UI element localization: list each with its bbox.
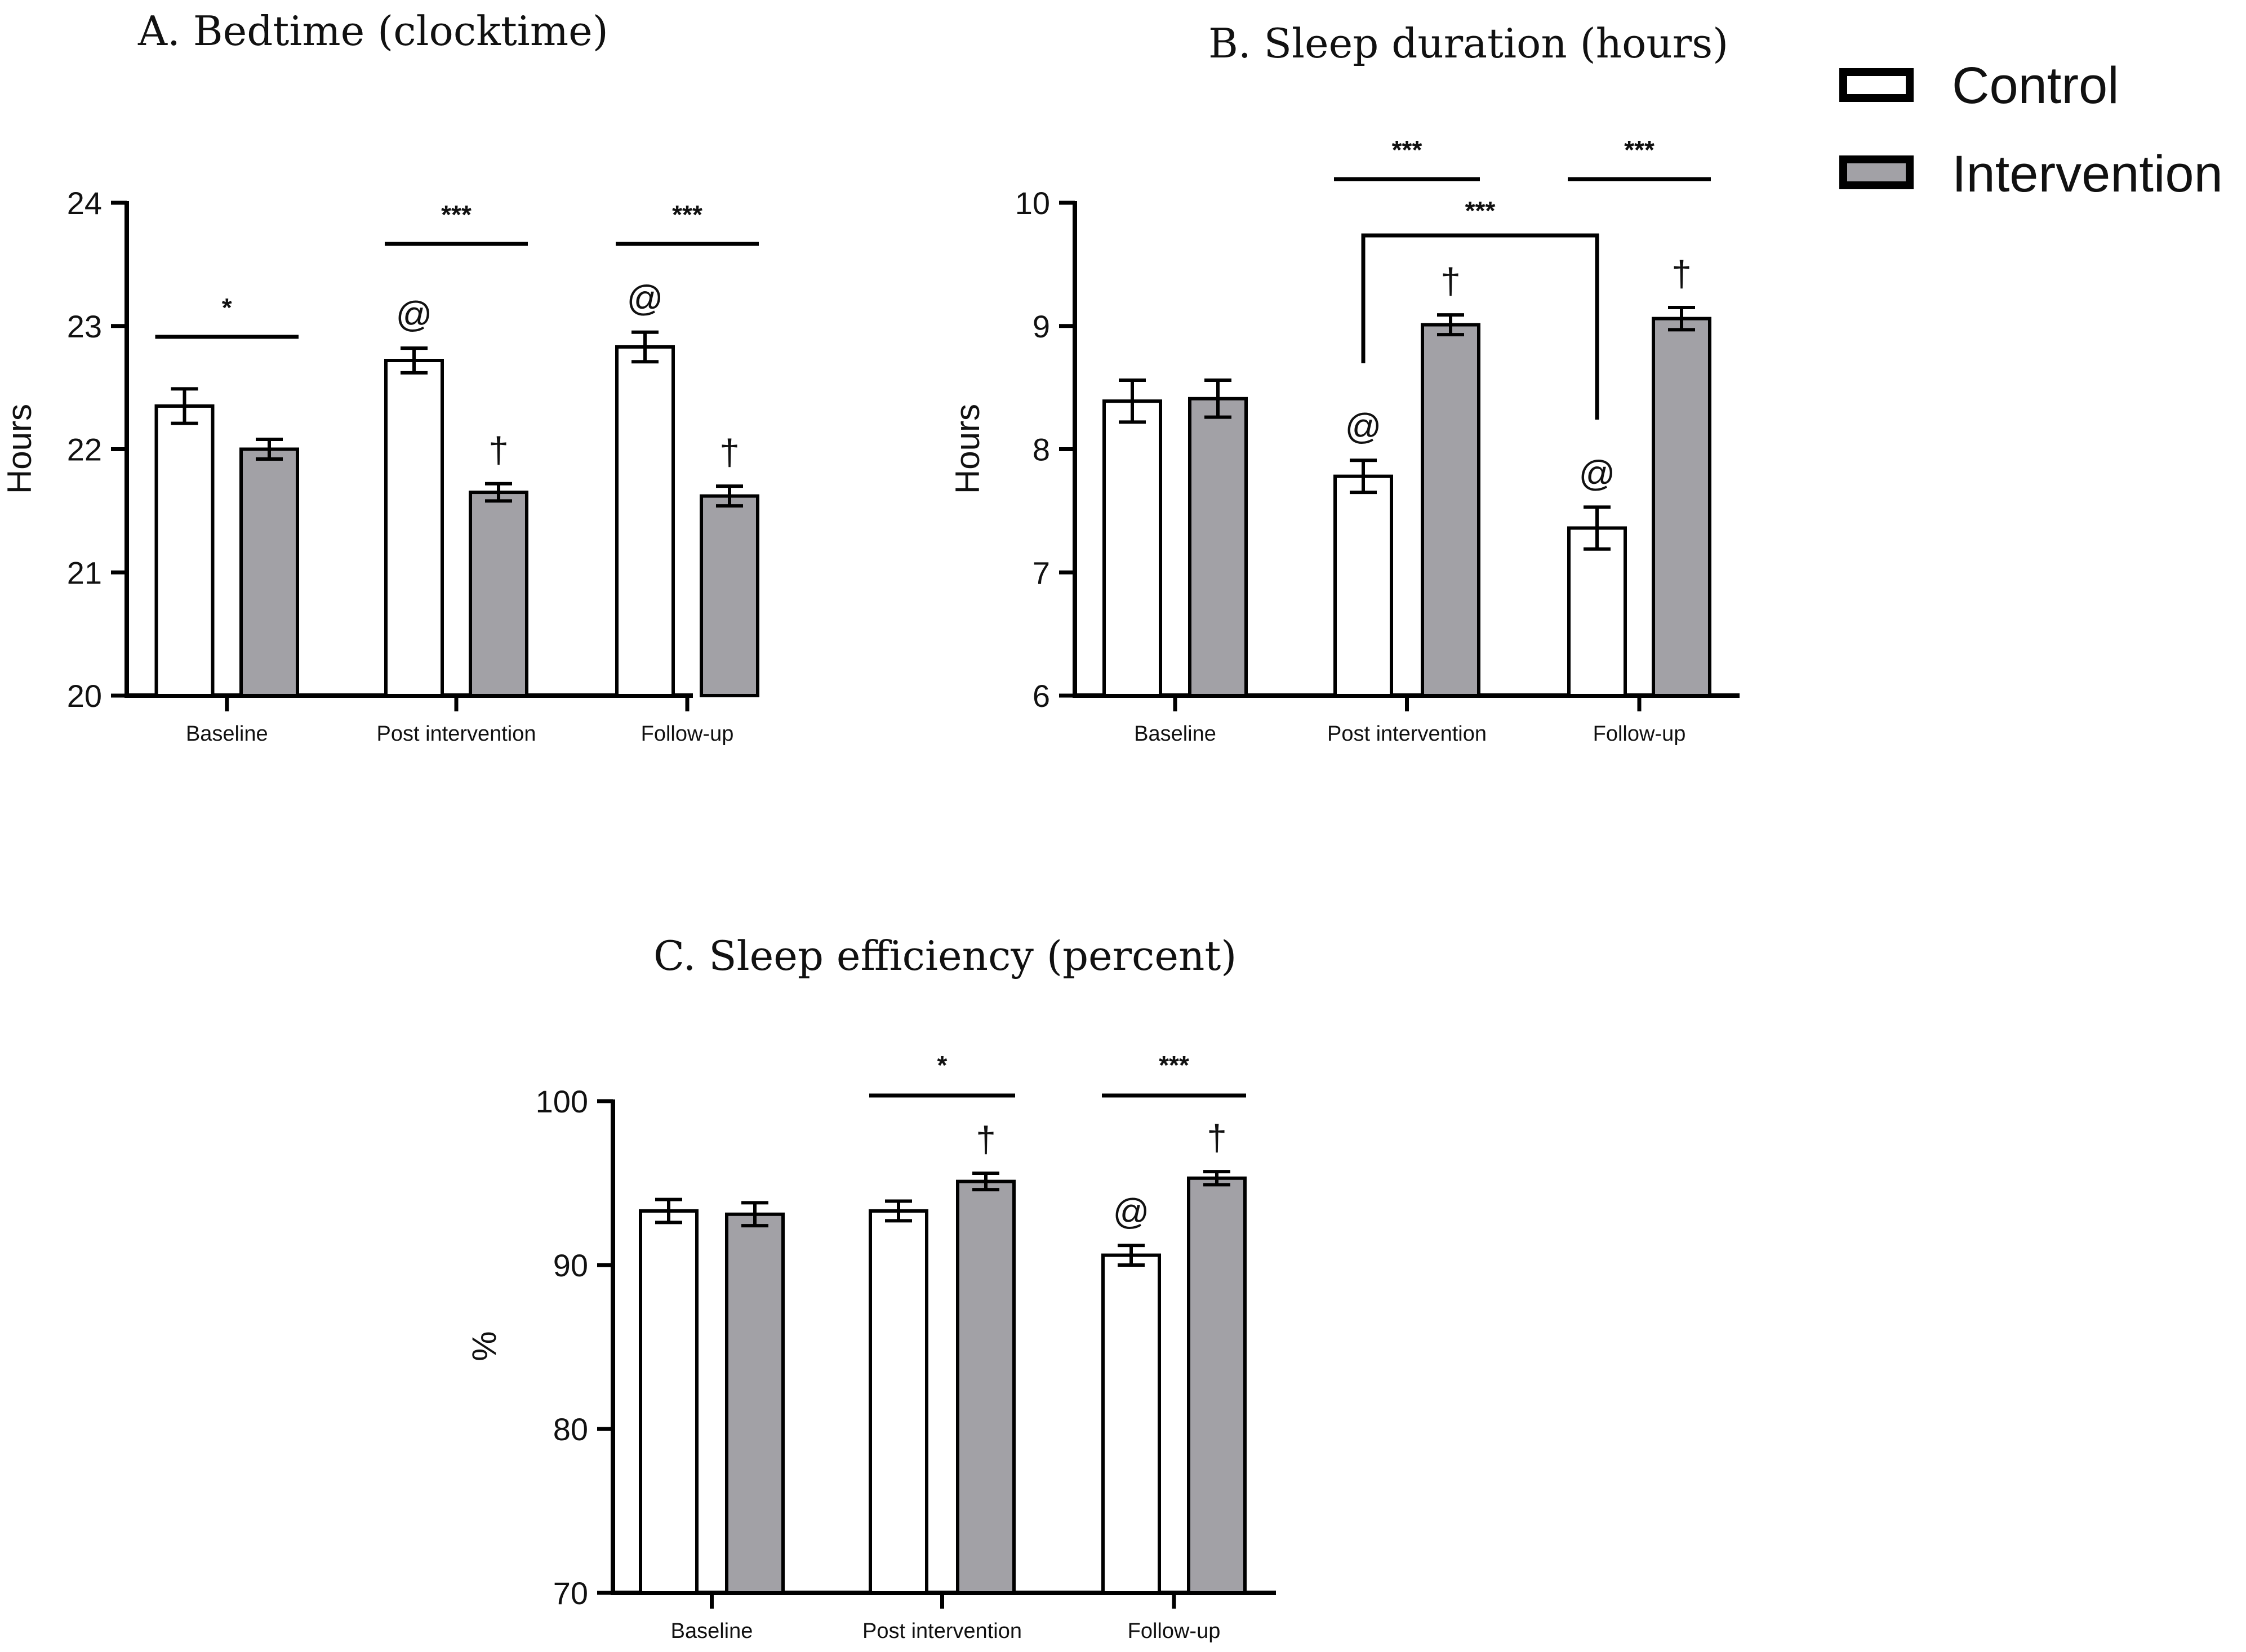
panel-c-bar-control bbox=[639, 1209, 699, 1595]
panel-b-y-tick-label: 10 bbox=[1015, 185, 1050, 221]
panel-c-significance-mark: @ bbox=[1113, 1191, 1150, 1232]
panel-a-y-axis-label: Hours bbox=[1, 404, 38, 494]
panel-b-bar-intervention bbox=[1188, 397, 1248, 697]
legend: Control Intervention bbox=[1839, 57, 2223, 203]
panel-a-bar-control bbox=[384, 359, 444, 697]
panel-a-x-tick-label: Follow-up bbox=[641, 722, 734, 746]
panel-b-bar-intervention bbox=[1421, 323, 1480, 697]
panel-b-x-tick-label: Follow-up bbox=[1593, 722, 1686, 746]
panel-a-bar-intervention bbox=[239, 447, 299, 697]
panel-b-x-tick-label: Baseline bbox=[1134, 722, 1216, 746]
panel-b-bar-intervention bbox=[1652, 317, 1711, 697]
legend-label-control: Control bbox=[1952, 57, 2119, 114]
panel-c-bar-intervention bbox=[725, 1212, 785, 1595]
panel-a-significance-mark: † bbox=[488, 430, 509, 470]
panel-b-significance-mark: @ bbox=[1579, 453, 1616, 493]
panel-c-title: C. Sleep efficiency (percent) bbox=[653, 932, 1237, 979]
panel-a-bar-intervention bbox=[469, 491, 528, 697]
legend-swatch-intervention bbox=[1839, 155, 1914, 189]
panel-c-bar-intervention bbox=[1187, 1176, 1247, 1595]
panel-c-bar-control bbox=[1101, 1253, 1161, 1595]
panel-c-y-tick-label: 70 bbox=[553, 1575, 588, 1611]
panel-c-x-tick-label: Follow-up bbox=[1128, 1619, 1221, 1643]
panel-a-y-tick-label: 24 bbox=[67, 185, 102, 221]
panel-c-bar-intervention bbox=[956, 1179, 1016, 1595]
panel-a-bar-control bbox=[615, 345, 675, 697]
panel-b-significance-mark: @ bbox=[1345, 406, 1382, 447]
legend-swatch-control bbox=[1839, 68, 1914, 102]
panel-c: C. Sleep efficiency (percent) % 70 80 90 100… bbox=[465, 932, 1276, 1643]
panel-b-comparison-stars: *** bbox=[1624, 135, 1655, 164]
panel-a-x-tick-label: Baseline bbox=[186, 722, 268, 746]
panel-b-bar-control bbox=[1567, 526, 1627, 697]
panel-a-comparison-stars: * bbox=[222, 293, 232, 322]
panel-a-comparison-stars: *** bbox=[441, 200, 472, 229]
panel-c-x-tick-label: Baseline bbox=[671, 1619, 753, 1643]
panel-c-comparison-stars: * bbox=[937, 1050, 948, 1080]
panel-c-y-tick-label: 90 bbox=[553, 1248, 588, 1283]
panel-c-y-tick-label: 80 bbox=[553, 1411, 588, 1447]
panel-c-comparison-stars: *** bbox=[1159, 1050, 1189, 1080]
panel-c-x-tick-label: Post intervention bbox=[862, 1619, 1022, 1643]
panel-b-y-tick-label: 6 bbox=[1033, 678, 1050, 714]
panel-b-bar-control bbox=[1102, 399, 1162, 697]
panel-b-span-bracket bbox=[1361, 233, 1599, 420]
panel-a-significance-mark: @ bbox=[627, 278, 664, 319]
panel-a-title: A. Bedtime (clocktime) bbox=[137, 7, 608, 55]
panel-a-significance-mark: † bbox=[719, 432, 740, 473]
panel-a-y-tick-label: 21 bbox=[67, 555, 102, 590]
panel-b: B. Sleep duration (hours) Hours 6 7 8 9 10 Bas… bbox=[949, 20, 1740, 746]
panel-b-y-tick-label: 9 bbox=[1033, 309, 1050, 344]
panel-b-significance-mark: † bbox=[1671, 253, 1692, 294]
panel-b-significance-mark: † bbox=[1440, 261, 1461, 301]
panel-b-bar-control bbox=[1333, 474, 1393, 697]
panel-a-y-tick-label: 22 bbox=[67, 432, 102, 467]
panel-b-y-tick-label: 8 bbox=[1033, 432, 1050, 467]
panel-b-y-tick-label: 7 bbox=[1033, 555, 1050, 590]
panel-a-bar-control bbox=[154, 404, 215, 697]
panel-a-comparison-stars: *** bbox=[672, 200, 702, 229]
panel-c-y-tick-label: 100 bbox=[536, 1084, 588, 1119]
panel-a-x-tick-label: Post intervention bbox=[376, 722, 536, 746]
panel-a-significance-mark: @ bbox=[396, 294, 433, 335]
panel-c-significance-mark: † bbox=[976, 1119, 996, 1160]
panel-a-y-tick-label: 23 bbox=[67, 309, 102, 344]
panel-b-comparison-stars: *** bbox=[1392, 135, 1422, 164]
panel-c-bar-control bbox=[869, 1209, 928, 1595]
panel-a: A. Bedtime (clocktime) Hours 20 21 22 23 24 Ba… bbox=[1, 7, 759, 746]
panel-b-span-stars: *** bbox=[1465, 196, 1496, 225]
panel-a-y-tick-label: 20 bbox=[67, 678, 102, 714]
panel-c-significance-mark: † bbox=[1207, 1117, 1227, 1158]
panel-a-bar-intervention bbox=[700, 494, 759, 697]
panel-b-y-axis-label: Hours bbox=[949, 404, 986, 494]
panel-c-y-axis-label: % bbox=[465, 1331, 503, 1361]
panel-b-x-tick-label: Post intervention bbox=[1327, 722, 1487, 746]
legend-label-intervention: Intervention bbox=[1952, 145, 2223, 203]
panel-b-title: B. Sleep duration (hours) bbox=[1208, 20, 1728, 67]
